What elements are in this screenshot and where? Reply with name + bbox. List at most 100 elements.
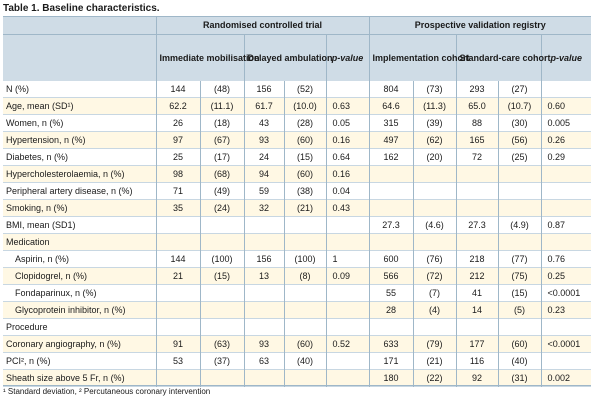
cell-registry-pvalue — [541, 182, 592, 200]
cell-impl-n — [369, 233, 414, 251]
cell-std-n: 116 — [456, 352, 499, 370]
row-label: Peripheral artery disease, n (%) — [3, 182, 157, 200]
cell-impl-pct — [413, 233, 457, 251]
row-label: PCI², n (%) — [3, 352, 157, 370]
cell-immediate-n: 144 — [156, 81, 201, 98]
cell-immediate-n — [156, 369, 201, 387]
cell-std-n — [456, 199, 499, 217]
cell-impl-pct: (7) — [413, 284, 457, 302]
cell-delayed-pct — [284, 233, 327, 251]
row-label: Fondaparinux, n (%) — [3, 284, 157, 302]
cell-immediate-n — [156, 233, 201, 251]
cell-rct-pvalue — [326, 301, 370, 319]
table-caption: Table 1. Baseline characteristics. — [3, 3, 160, 14]
cell-immediate-pct: (15) — [200, 267, 245, 285]
cell-delayed-n — [244, 301, 285, 319]
row-label: Clopidogrel, n (%) — [3, 267, 157, 285]
cell-delayed-n: 156 — [244, 250, 285, 268]
row-label: BMI, mean (SD1) — [3, 216, 157, 234]
cell-delayed-pct: (52) — [284, 81, 327, 98]
cell-immediate-pct: (49) — [200, 182, 245, 200]
cell-rct-pvalue: 0.16 — [326, 131, 370, 149]
row-label: N (%) — [3, 81, 157, 98]
cell-registry-pvalue — [541, 318, 592, 336]
header-blank-2 — [3, 34, 157, 81]
cell-std-pct: (60) — [498, 335, 542, 353]
cell-impl-pct — [413, 165, 457, 183]
cell-impl-pct: (4) — [413, 301, 457, 319]
cell-std-pct — [498, 199, 542, 217]
row-label: Aspirin, n (%) — [3, 250, 157, 268]
cell-std-n — [456, 165, 499, 183]
cell-delayed-pct: (100) — [284, 250, 327, 268]
cell-immediate-pct: (18) — [200, 114, 245, 132]
cell-immediate-pct: (67) — [200, 131, 245, 149]
cell-impl-n: 315 — [369, 114, 414, 132]
table-footnote: ¹ Standard deviation, ² Percutaneous cor… — [3, 387, 211, 396]
table-row: Fondaparinux, n (%) 55 (7) 41 (15) <0.0001 — [3, 284, 592, 302]
cell-std-pct: (40) — [498, 352, 542, 370]
cell-registry-pvalue: 0.25 — [541, 267, 592, 285]
row-label: Medication — [3, 233, 157, 251]
cell-registry-pvalue: 0.60 — [541, 97, 592, 115]
cell-std-pct: (56) — [498, 131, 542, 149]
cell-delayed-n: 24 — [244, 148, 285, 166]
cell-delayed-n — [244, 216, 285, 234]
cell-impl-pct: (62) — [413, 131, 457, 149]
cell-immediate-pct — [200, 318, 245, 336]
cell-rct-pvalue — [326, 233, 370, 251]
cell-std-n — [456, 318, 499, 336]
cell-impl-pct: (22) — [413, 369, 457, 387]
cell-impl-n: 27.3 — [369, 216, 414, 234]
cell-immediate-n: 26 — [156, 114, 201, 132]
cell-impl-n: 804 — [369, 81, 414, 98]
cell-immediate-pct: (63) — [200, 335, 245, 353]
cell-std-pct: (25) — [498, 148, 542, 166]
cell-std-n: 65.0 — [456, 97, 499, 115]
cell-immediate-n: 91 — [156, 335, 201, 353]
cell-impl-pct: (79) — [413, 335, 457, 353]
cell-std-pct: (4.9) — [498, 216, 542, 234]
cell-impl-n: 600 — [369, 250, 414, 268]
cell-registry-pvalue: 0.005 — [541, 114, 592, 132]
cell-immediate-pct: (11.1) — [200, 97, 245, 115]
cell-registry-pvalue: 0.23 — [541, 301, 592, 319]
cell-delayed-pct — [284, 369, 327, 387]
cell-delayed-n: 93 — [244, 335, 285, 353]
cell-immediate-pct — [200, 301, 245, 319]
cell-std-n — [456, 182, 499, 200]
cell-impl-n: 28 — [369, 301, 414, 319]
cell-delayed-pct — [284, 284, 327, 302]
cell-impl-pct — [413, 182, 457, 200]
cell-rct-pvalue: 0.64 — [326, 148, 370, 166]
cell-delayed-n: 59 — [244, 182, 285, 200]
cell-immediate-n: 98 — [156, 165, 201, 183]
cell-delayed-n — [244, 284, 285, 302]
cell-std-pct: (77) — [498, 250, 542, 268]
cell-impl-n: 633 — [369, 335, 414, 353]
cell-delayed-n: 61.7 — [244, 97, 285, 115]
cell-std-pct: (30) — [498, 114, 542, 132]
cell-delayed-pct: (21) — [284, 199, 327, 217]
cell-impl-n: 55 — [369, 284, 414, 302]
cell-rct-pvalue — [326, 216, 370, 234]
cell-std-n: 218 — [456, 250, 499, 268]
header-pvalue-rct: p-value — [326, 34, 370, 81]
cell-impl-pct: (72) — [413, 267, 457, 285]
cell-impl-n: 171 — [369, 352, 414, 370]
header-immediate: Immediate mobilisation — [156, 34, 260, 81]
header-pvalue-registry: p-value — [541, 34, 592, 81]
table-row: Clopidogrel, n (%) 21 (15) 13 (8) 0.09 566 (72)… — [3, 267, 592, 285]
row-label: Hypercholesterolaemia, n (%) — [3, 165, 157, 183]
cell-impl-n: 566 — [369, 267, 414, 285]
cell-impl-pct: (76) — [413, 250, 457, 268]
table-row: Glycoprotein inhibitor, n (%) 28 (4) 14 (5) 0… — [3, 301, 592, 319]
header-blank — [3, 16, 157, 35]
baseline-table: Randomised controlled trial Prospective … — [3, 16, 592, 387]
row-label: Age, mean (SD¹) — [3, 97, 157, 115]
cell-immediate-pct — [200, 216, 245, 234]
table-row: Smoking, n (%) 35 (24) 32 (21) 0.43 — [3, 199, 592, 217]
cell-delayed-pct — [284, 301, 327, 319]
cell-delayed-pct: (15) — [284, 148, 327, 166]
cell-rct-pvalue: 0.63 — [326, 97, 370, 115]
